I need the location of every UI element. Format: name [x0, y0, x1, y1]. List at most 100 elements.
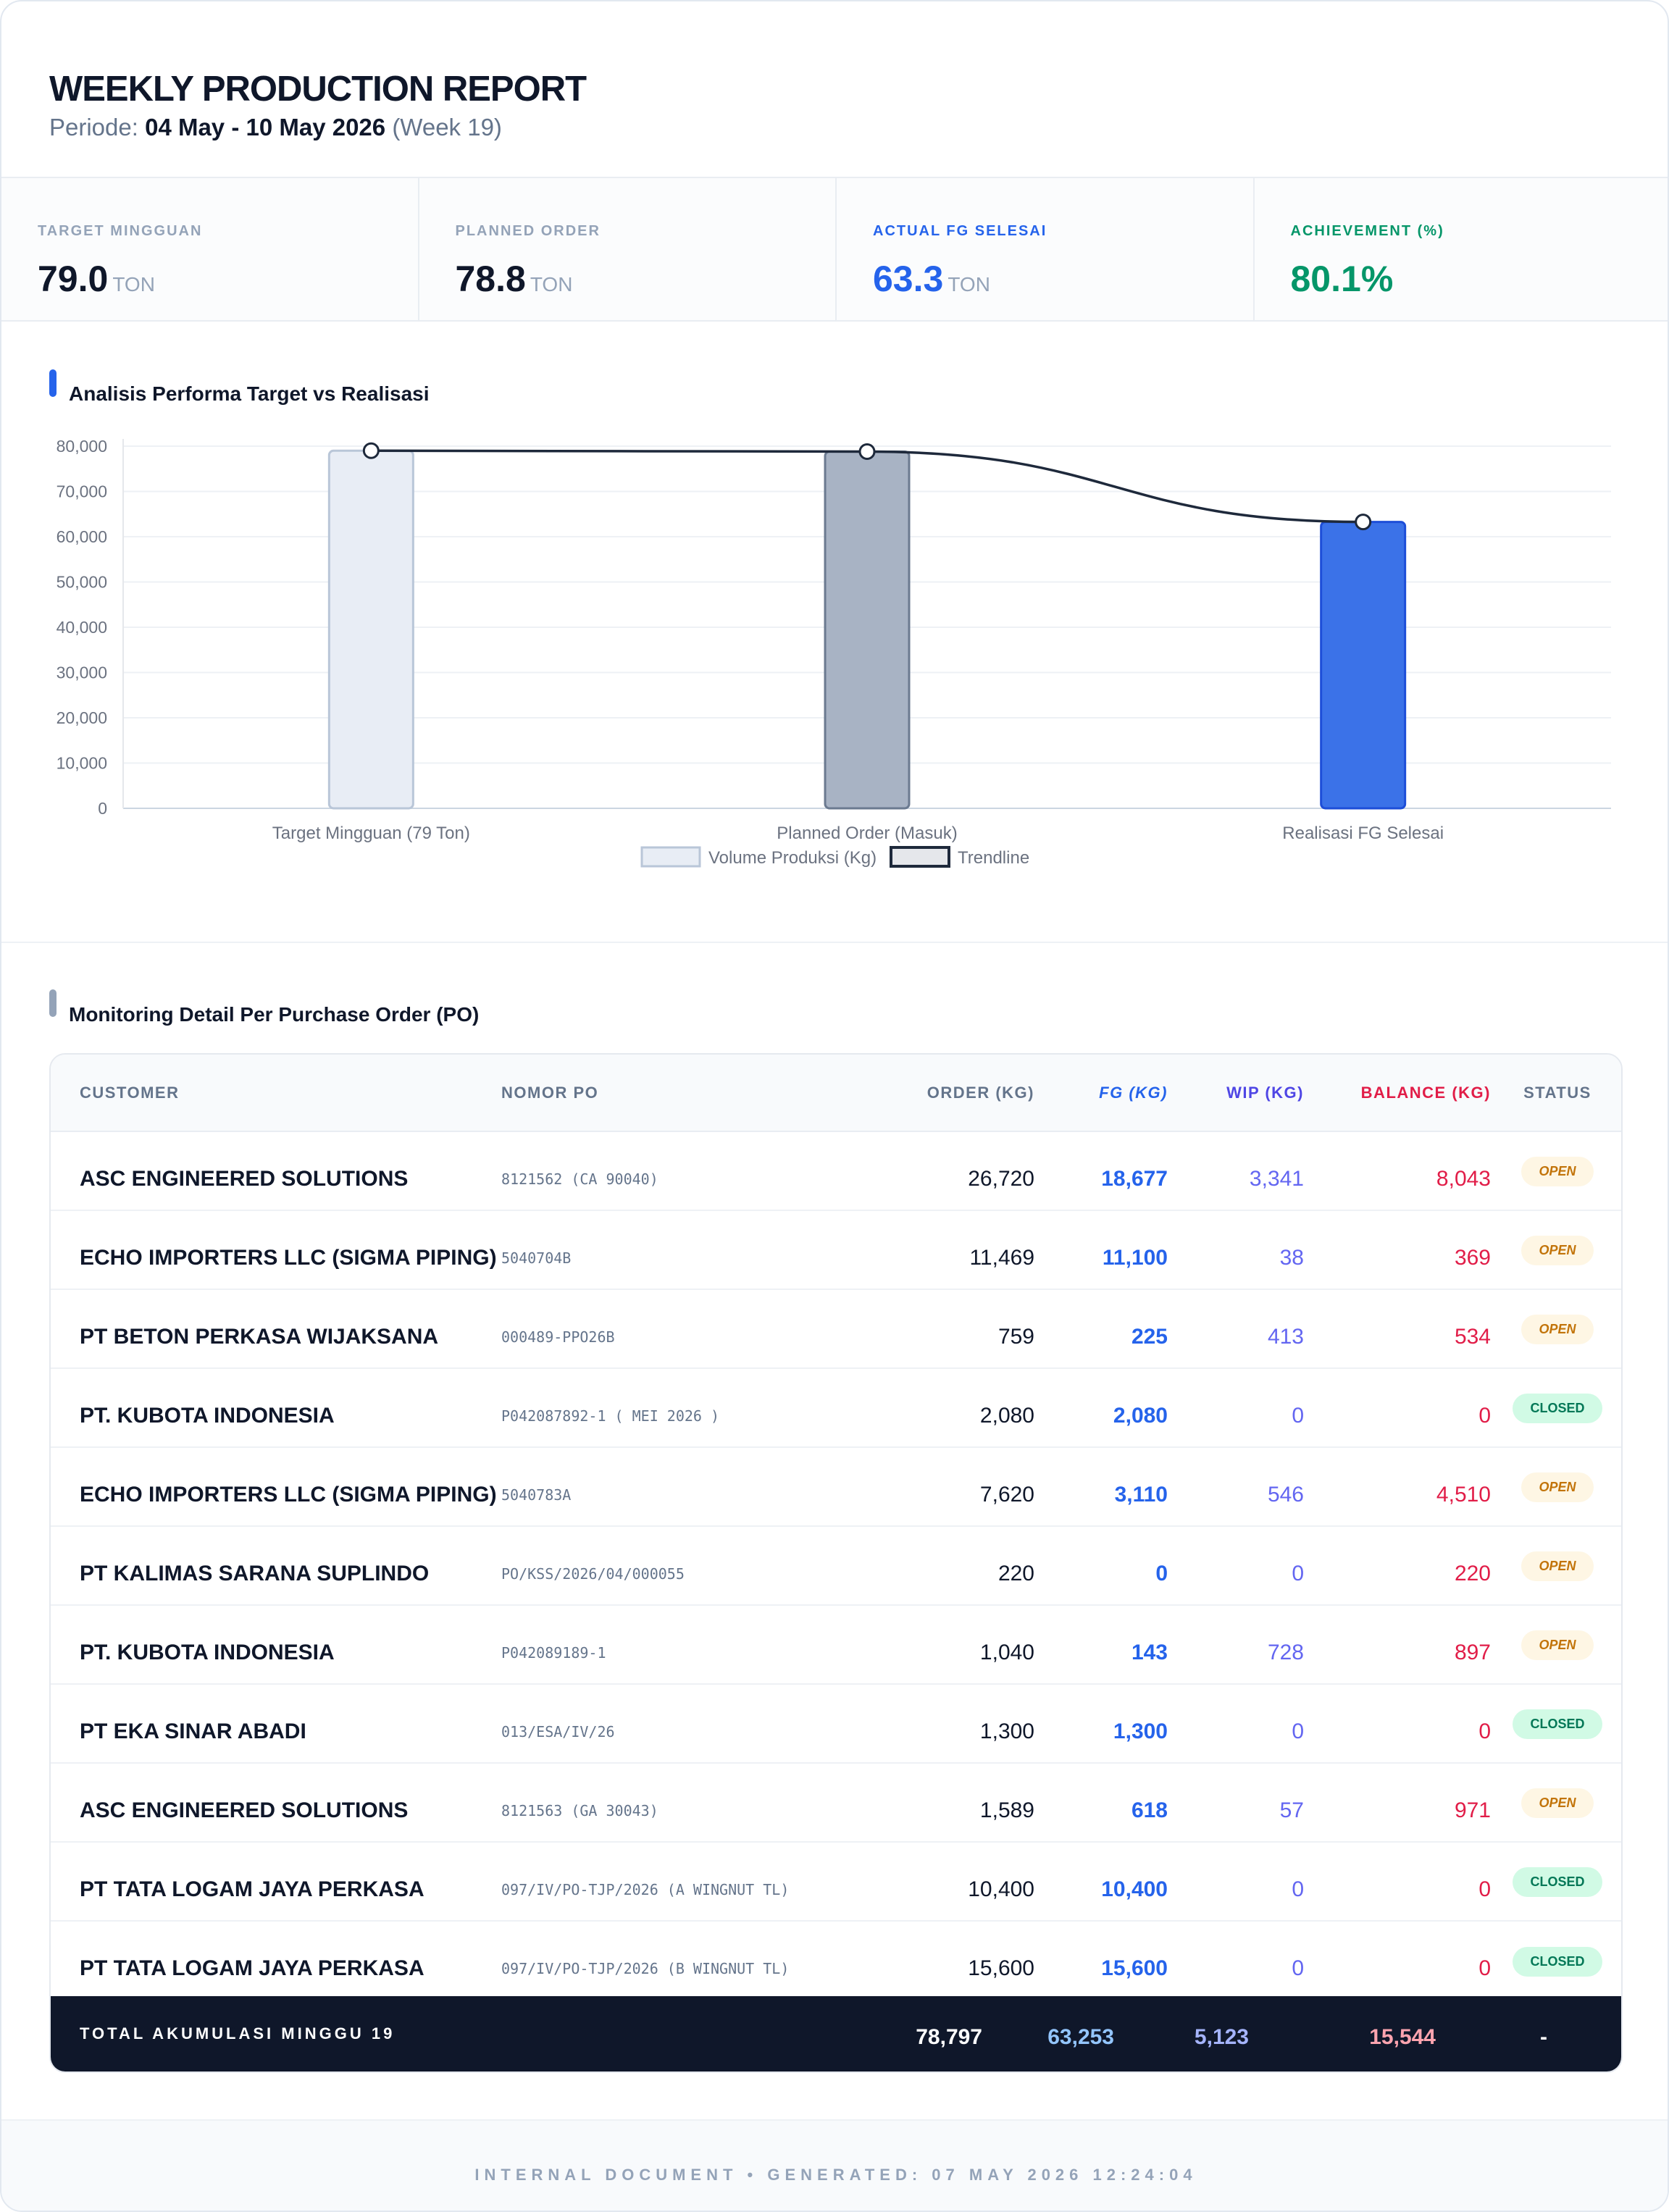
table-row[interactable]: PT EKA SINAR ABADI 013/ESA/IV/26 1,300 1,30…	[51, 1684, 1621, 1763]
cell-balance: 534	[1454, 1324, 1491, 1349]
cell-status: OPEN	[1491, 1289, 1621, 1368]
header-status[interactable]: STATUS	[1491, 1055, 1621, 1132]
cell-order: 10,400	[968, 1877, 1034, 1901]
cell-wip: 0	[1292, 1719, 1304, 1743]
x-tick-label: Planned Order (Masuk)	[777, 824, 957, 843]
cell-order: 220	[997, 1561, 1034, 1585]
table-row[interactable]: ECHO IMPORTERS LLC (SIGMA PIPING) 5040783…	[51, 1447, 1621, 1526]
cell-po: P042087892-1 ( MEI 2026 )	[501, 1407, 720, 1425]
cell-order: 7,620	[979, 1482, 1034, 1507]
cell-status: CLOSED	[1491, 1842, 1621, 1921]
period-week: (Week 19)	[392, 114, 502, 141]
header-balance[interactable]: BALANCE (KG)	[1304, 1055, 1491, 1132]
cell-wip: 3,341	[1249, 1166, 1304, 1191]
cell-fg: 10,400	[1101, 1877, 1168, 1901]
header-customer[interactable]: CUSTOMER	[51, 1055, 501, 1132]
trend-point	[1355, 514, 1372, 531]
x-tick-label: Target Mingguan (79 Ton)	[272, 824, 470, 843]
table-row[interactable]: PT KALIMAS SARANA SUPLINDO PO/KSS/2026/04…	[51, 1526, 1621, 1605]
status-badge: CLOSED	[1513, 1946, 1602, 1977]
cell-order: 1,040	[979, 1640, 1034, 1664]
header-fg[interactable]: FG (KG)	[1034, 1055, 1168, 1132]
kpi-unit: TON	[530, 273, 573, 296]
cell-status: CLOSED	[1491, 1921, 1621, 2000]
cell-wip: 57	[1279, 1798, 1304, 1822]
performance-chart: 0 10,000 20,000 30,000 40,000 50,000 60,000 70,…	[1, 422, 1668, 900]
po-table-container: CUSTOMER NOMOR PO ORDER (KG) FG (KG) WIP…	[49, 1053, 1623, 2073]
y-tick-label: 80,000	[57, 437, 107, 456]
y-tick-label: 20,000	[57, 708, 107, 727]
header-order[interactable]: ORDER (KG)	[806, 1055, 1034, 1132]
header-po[interactable]: NOMOR PO	[501, 1055, 806, 1132]
table-row[interactable]: PT. KUBOTA INDONESIA P042087892-1 ( MEI 2…	[51, 1368, 1621, 1447]
table-section-accent	[49, 989, 57, 1017]
status-badge: CLOSED	[1513, 1867, 1602, 1897]
cell-order: 11,469	[969, 1245, 1034, 1270]
cell-balance: 4,510	[1436, 1482, 1491, 1507]
cell-status: OPEN	[1491, 1763, 1621, 1842]
cell-customer: PT EKA SINAR ABADI	[80, 1719, 306, 1743]
kpi-achievement: ACHIEVEMENT (%) 80.1%	[1255, 178, 1668, 320]
table-row[interactable]: ECHO IMPORTERS LLC (SIGMA PIPING) 5040704…	[51, 1210, 1621, 1289]
total-label: TOTAL AKUMULASI MINGGU 19	[80, 2024, 396, 2043]
cell-customer: PT. KUBOTA INDONESIA	[80, 1640, 335, 1664]
kpi-label: ACTUAL FG SELESAI	[873, 223, 1047, 239]
cell-po: 097/IV/PO-TJP/2026 (B WINGNUT TL)	[501, 1960, 790, 1977]
cell-balance: 897	[1454, 1640, 1491, 1664]
legend-swatch-line	[890, 846, 950, 868]
cell-order: 15,600	[968, 1956, 1034, 1980]
cell-fg: 1,300	[1113, 1719, 1168, 1743]
chart-section-accent	[49, 369, 57, 397]
kpi-value: 80.1%	[1290, 259, 1668, 299]
kpi-label: TARGET MINGGUAN	[38, 223, 203, 239]
table-row[interactable]: PT. KUBOTA INDONESIA P042089189-1 1,040 143…	[51, 1605, 1621, 1684]
y-tick-label: 60,000	[57, 527, 107, 546]
cell-balance: 369	[1454, 1245, 1491, 1270]
cell-po: 5040704B	[501, 1249, 572, 1267]
cell-order: 1,300	[979, 1719, 1034, 1743]
cell-po: 8121563 (GA 30043)	[501, 1801, 658, 1819]
cell-status: CLOSED	[1491, 1368, 1621, 1447]
kpi-strip: TARGET MINGGUAN 79.0 TON PLANNED ORDER 78…	[1, 177, 1668, 322]
cell-status: OPEN	[1491, 1526, 1621, 1605]
table-row[interactable]: PT BETON PERKASA WIJAKSANA 000489-PPO26B 7…	[51, 1289, 1621, 1368]
kpi-number: 78.8	[455, 259, 526, 299]
po-table: CUSTOMER NOMOR PO ORDER (KG) FG (KG) WIP…	[51, 1055, 1621, 2000]
legend-swatch-bar	[640, 846, 701, 868]
table-row[interactable]: ASC ENGINEERED SOLUTIONS 8121563 (GA 3004…	[51, 1763, 1621, 1842]
cell-wip: 38	[1279, 1245, 1304, 1270]
y-tick-label: 10,000	[57, 754, 107, 773]
cell-wip: 0	[1292, 1561, 1304, 1585]
cell-po: 8121562 (CA 90040)	[501, 1170, 658, 1188]
cell-wip: 728	[1267, 1640, 1304, 1664]
total-wip: 5,123	[1194, 2025, 1249, 2049]
table-row[interactable]: PT TATA LOGAM JAYA PERKASA 097/IV/PO-TJP/…	[51, 1921, 1621, 2000]
table-row[interactable]: PT TATA LOGAM JAYA PERKASA 097/IV/PO-TJP/…	[51, 1842, 1621, 1921]
report-period: Periode: 04 May - 10 May 2026 (Week 19)	[49, 113, 586, 142]
cell-balance: 0	[1478, 1877, 1491, 1901]
cell-po: 5040783A	[501, 1486, 572, 1504]
cell-status: OPEN	[1491, 1447, 1621, 1526]
cell-po: 000489-PPO26B	[501, 1328, 615, 1346]
cell-status: OPEN	[1491, 1605, 1621, 1684]
cell-po: P042089189-1	[501, 1643, 606, 1662]
period-prefix: Periode:	[49, 114, 138, 141]
cell-customer: ECHO IMPORTERS LLC (SIGMA PIPING)	[80, 1245, 497, 1270]
total-balance: 15,544	[1369, 2025, 1436, 2049]
cell-customer: PT. KUBOTA INDONESIA	[80, 1403, 335, 1428]
kpi-number: 80.1%	[1290, 259, 1394, 299]
section-divider	[1, 942, 1668, 943]
status-badge: CLOSED	[1513, 1394, 1602, 1423]
legend-label-trend: Trendline	[958, 848, 1029, 868]
cell-fg: 18,677	[1101, 1166, 1168, 1191]
kpi-target: TARGET MINGGUAN 79.0 TON	[1, 178, 419, 320]
header-wip[interactable]: WIP (KG)	[1168, 1055, 1304, 1132]
trend-point	[858, 443, 876, 461]
y-tick-label: 50,000	[57, 573, 107, 592]
table-row[interactable]: ASC ENGINEERED SOLUTIONS 8121562 (CA 9004…	[51, 1131, 1621, 1210]
chart-svg: 0 10,000 20,000 30,000 40,000 50,000 60,000 70,…	[57, 437, 1611, 868]
status-badge: OPEN	[1521, 1236, 1594, 1265]
cell-po: 097/IV/PO-TJP/2026 (A WINGNUT TL)	[501, 1880, 790, 1898]
cell-fg: 143	[1131, 1640, 1168, 1664]
bar	[1320, 521, 1407, 810]
